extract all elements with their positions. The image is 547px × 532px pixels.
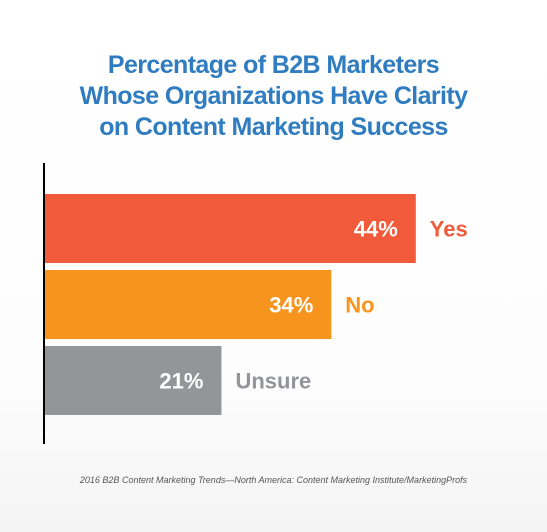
category-label-yes: Yes — [430, 217, 468, 242]
chart-title: Percentage of B2B Marketers Whose Organi… — [0, 50, 547, 143]
category-label-unsure: Unsure — [235, 369, 311, 394]
bar-no — [44, 270, 332, 339]
bar-unsure — [44, 346, 222, 415]
source-caption: 2016 B2B Content Marketing Trends—North … — [79, 475, 468, 485]
value-label-yes: 44% — [354, 217, 398, 242]
bar-yes — [44, 194, 416, 263]
chart-title-line-2: Whose Organizations Have Clarity — [79, 82, 468, 110]
category-label-no: No — [345, 293, 374, 318]
chart-title-line-3: on Content Marketing Success — [99, 113, 448, 141]
value-label-unsure: 21% — [159, 369, 203, 394]
value-label-no: 34% — [269, 293, 313, 318]
chart-title-line-1: Percentage of B2B Marketers — [107, 51, 440, 79]
